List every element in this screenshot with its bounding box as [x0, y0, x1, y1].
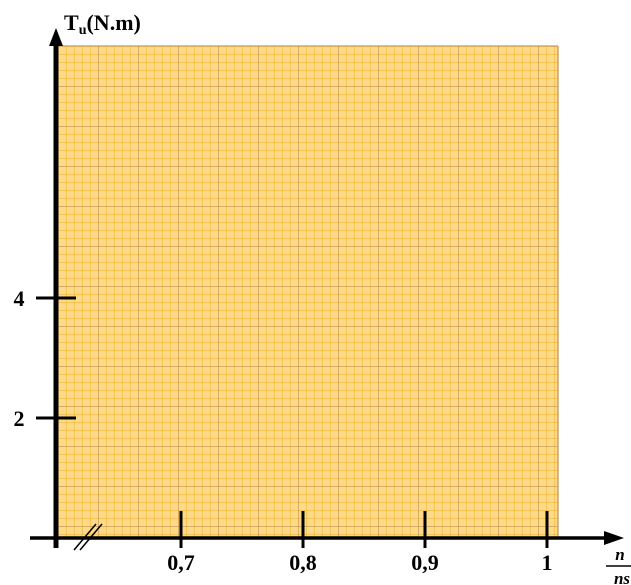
- x-tick-label: 0,7: [167, 550, 195, 575]
- x-tick-label: 0,8: [289, 550, 317, 575]
- x-axis-label-denominator: ns: [614, 569, 630, 585]
- x-axis-label: n ns: [606, 545, 631, 585]
- y-axis: Tu(N.m) 24: [14, 10, 141, 548]
- y-axis-label-sub: u: [79, 23, 87, 38]
- y-tick-label: 4: [14, 286, 25, 311]
- x-tick-label: 1: [542, 550, 553, 575]
- axis-break-icon: [73, 523, 103, 551]
- x-axis: 0,7 0,8 0,9 1 n ns: [30, 511, 631, 585]
- y-axis-label-unit: (N.m): [86, 10, 140, 35]
- y-tick-label: 2: [14, 406, 25, 431]
- x-tick-group: 0,7 0,8 0,9 1: [167, 511, 553, 575]
- major-grid: [58, 46, 558, 538]
- x-axis-label-numerator: n: [615, 545, 624, 564]
- graph-paper: [58, 45, 559, 538]
- y-axis-label-main: T: [64, 10, 79, 35]
- y-axis-arrow-icon: [49, 28, 63, 46]
- y-tick-group: 24: [14, 286, 76, 431]
- x-axis-arrow-icon: [604, 531, 624, 545]
- x-tick-label: 0,9: [411, 550, 439, 575]
- y-axis-label: Tu(N.m): [64, 10, 141, 38]
